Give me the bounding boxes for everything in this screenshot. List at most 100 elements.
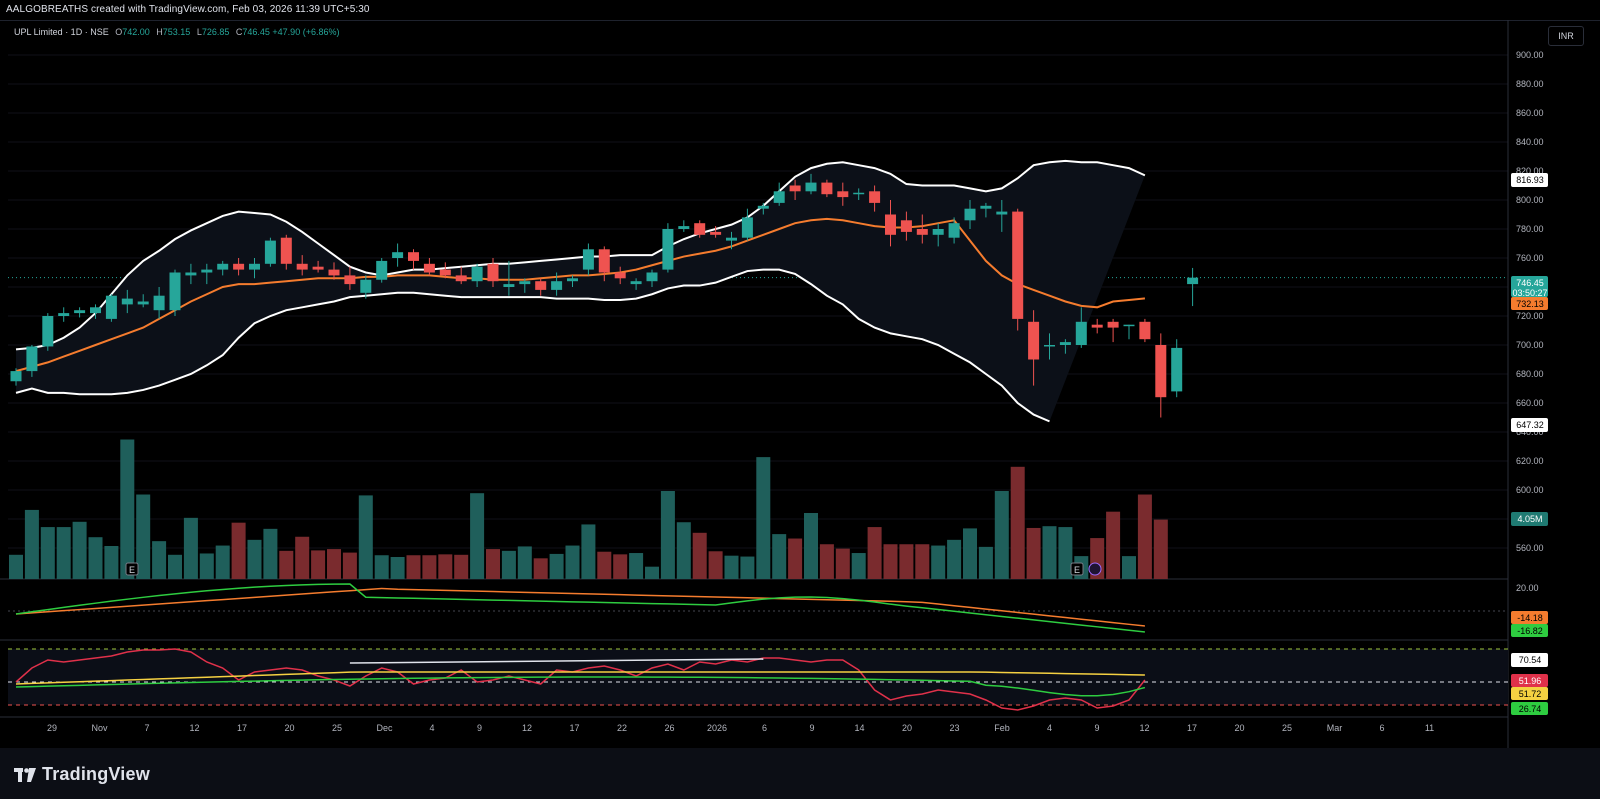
open-value: 742.00 (122, 27, 150, 37)
price-tick: 840.00 (1516, 137, 1544, 147)
volume-bar (772, 534, 787, 579)
volume-bar (56, 527, 71, 579)
price-tick: 800.00 (1516, 195, 1544, 205)
volume-bar (915, 544, 930, 579)
candle (1059, 339, 1071, 354)
candle-body (662, 229, 674, 270)
candle (916, 214, 928, 244)
volume-bar (501, 550, 516, 579)
candle-body (153, 295, 165, 311)
candle (932, 223, 944, 247)
rsi-line (15, 648, 1146, 711)
candle (789, 179, 801, 200)
currency-button[interactable]: INR (1548, 26, 1584, 46)
footer-bar (0, 748, 1600, 799)
volume-bar (311, 550, 326, 579)
candle-body (26, 346, 38, 372)
macd-signal-label-bg (1511, 611, 1548, 624)
candle (678, 220, 690, 232)
symbol-name[interactable]: UPL Limited · 1D · NSE (14, 27, 109, 37)
candle (264, 237, 276, 267)
time-tick: 7 (144, 723, 149, 733)
candle (90, 304, 101, 319)
upper-band-line (15, 159, 1146, 351)
volume-bar (358, 495, 373, 579)
candle-body (185, 272, 197, 276)
candle-body (137, 301, 149, 305)
volume-bar (152, 541, 167, 579)
tradingview-logo[interactable]: TradingView (14, 764, 150, 785)
time-tick: 17 (569, 723, 579, 733)
candle (1187, 267, 1199, 307)
candle-body (264, 240, 276, 264)
candle-body (519, 281, 531, 285)
candle-body (439, 269, 451, 276)
earnings-box (1070, 562, 1084, 576)
candle (1044, 333, 1055, 360)
rsi-value-label: 51.96 (1511, 674, 1548, 687)
price-tick: 600.00 (1516, 485, 1544, 495)
time-tick: 12 (522, 723, 532, 733)
time-tick: 17 (237, 723, 247, 733)
candle-body (789, 185, 801, 192)
candle-body (296, 263, 308, 270)
volume-bar (676, 522, 691, 579)
candle (376, 258, 388, 283)
rsi-ma-label-bg (1511, 687, 1548, 700)
candle-body (805, 182, 817, 192)
candle (646, 269, 658, 287)
candle-body (885, 214, 896, 235)
rsi-band-label: 26.74 (1511, 702, 1548, 715)
volume-bar (247, 539, 262, 579)
brand-name: TradingView (42, 764, 150, 784)
volume-bar (422, 555, 437, 579)
time-tick: 6 (762, 723, 767, 733)
time-tick: Feb (994, 723, 1010, 733)
candle (614, 266, 626, 285)
candle-body (980, 205, 992, 209)
time-tick: 12 (1139, 723, 1149, 733)
symbol-legend[interactable]: UPL Limited · 1D · NSE O742.00 H753.15 L… (14, 27, 339, 37)
volume-bar (72, 521, 87, 579)
lower-band-line (15, 268, 1050, 423)
candle (471, 263, 483, 287)
candle-body (121, 298, 133, 305)
candle-body (535, 281, 547, 290)
volume-bar (613, 554, 628, 579)
volume-bar (390, 557, 405, 579)
candle (360, 275, 372, 299)
rsi-band-line (15, 676, 1146, 697)
volume-bar (724, 555, 739, 579)
candle (1028, 310, 1040, 386)
candle-body (408, 252, 419, 261)
time-tick: 14 (854, 723, 864, 733)
macd-signal-label: -14.18 (1511, 611, 1548, 624)
candle (741, 208, 753, 241)
candle (948, 217, 960, 244)
candle-body (169, 272, 181, 311)
volume-label-bg (1511, 512, 1548, 526)
time-tick: 20 (902, 723, 912, 733)
candle (344, 266, 356, 290)
candle-body (376, 260, 388, 280)
candle (439, 262, 451, 279)
candle (42, 313, 54, 351)
lower-band-label: 647.32 (1511, 418, 1548, 432)
volume-bar (963, 528, 977, 579)
volume-bar (978, 546, 993, 579)
volume-label-text: 4.05M (1517, 514, 1542, 524)
volume-bar (645, 566, 659, 579)
volume-bar (438, 554, 453, 579)
volume-bar (327, 549, 341, 579)
chart-grid (0, 20, 1509, 748)
volume-bar (40, 527, 55, 579)
candle-body (1012, 211, 1024, 319)
dividend-icon (1088, 562, 1102, 576)
candle-body (996, 211, 1008, 215)
earnings-label: E (1074, 565, 1080, 575)
macd-tick: 20.00 (1516, 583, 1539, 593)
candle-body (1139, 321, 1151, 340)
candle (408, 249, 419, 270)
